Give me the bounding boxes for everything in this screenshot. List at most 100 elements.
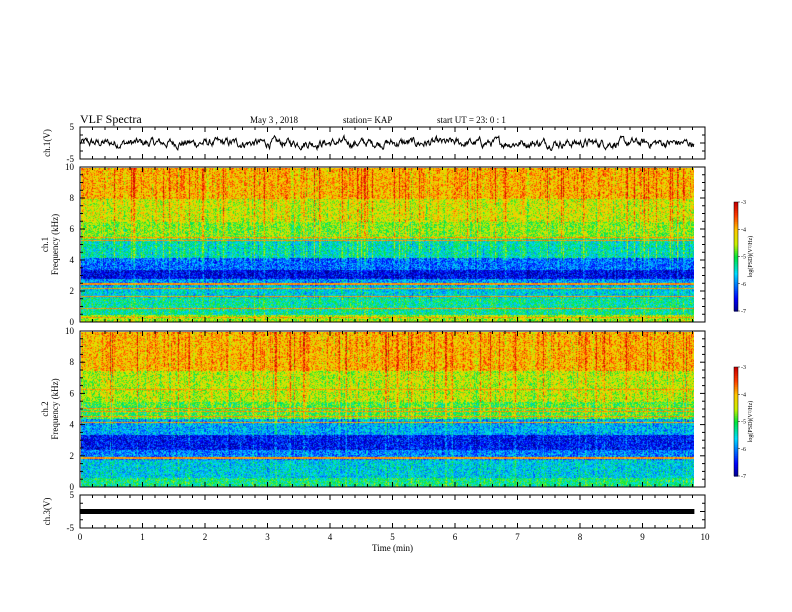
ch2-spectrogram-canvas [81,332,694,487]
ch1-ticks: 5 -5 [67,122,706,164]
ch1-colorbar-swatch [734,221,738,225]
ch1-colorbar-swatch [734,276,738,279]
ch1-colorbar-tick-label: -6 [741,282,746,288]
ch1-spec-ytick-label: 10 [65,162,75,172]
ch2-colorbar-swatch [734,368,738,372]
ch1-spectrogram-ticks: 0 2 4 6 8 10 [65,162,706,327]
ch2-colorbar-swatch [734,430,738,433]
ch2-colorbar-swatch [734,448,738,452]
time-tick-label: 2 [203,532,208,542]
ch1-colorbar-tick-label: -3 [741,200,746,206]
ch2-colorbar-swatch [734,414,738,417]
ch1-colorbar-swatch [734,252,738,256]
ch1-colorbar-swatch [734,274,738,278]
ch2-colorbar-swatch [734,463,738,466]
ch1-colorbar-swatch [734,289,738,292]
ch2-colorbar-swatch [734,394,738,397]
figure-title: VLF Spectra [80,112,142,126]
ch1-colorbar-tick-label: -5 [741,255,746,261]
ch2-colorbar-swatch [734,376,738,379]
ch2-spec-ytick-label: 4 [70,420,75,430]
ch1-colorbar-swatch [734,205,738,209]
ch2-colorbar-swatch [734,445,738,448]
ch1-spec-ytick-label: 0 [70,317,75,327]
ch1-colorbar-swatch [734,271,738,274]
ch2-colorbar-swatch [734,381,738,384]
ch1-waveform-ylabel: ch.1(V) [42,129,52,157]
ch1-colorbar-swatch [734,303,738,307]
ch1-colorbar-swatch [734,209,738,212]
ch2-colorbar-tick-label: -5 [741,420,746,426]
ch1-colorbar-swatch [734,216,738,219]
ch2-colorbar-swatch [734,421,738,424]
ch1-spectrogram-canvas [81,168,694,322]
ch2-colorbar-swatch [734,401,738,404]
ch1-colorbar-swatch [734,261,738,265]
ch2-colorbar: -3 -4 -5 -6 -7 [733,365,746,480]
ch2-colorbar-swatch [734,450,738,453]
time-tick-label: 0 [78,532,83,542]
ch2-colorbar-swatch [734,466,738,470]
ch2-colorbar-swatch [734,374,738,377]
ch2-colorbar-swatch [734,406,738,410]
ch2-colorbar-swatch [734,372,738,375]
ch1-colorbar-swatch [734,243,738,247]
ch1-colorbar-swatch [734,280,738,283]
ch1-waveform-trace [79,133,695,152]
time-tick-label: 9 [640,532,645,542]
ch1-colorbar-swatch [734,241,738,245]
ch1-spec-ytick-label: 6 [70,224,75,234]
ch2-colorbar-swatch [734,456,738,459]
ch3-waveform-panel: 5 -5 ch.3(V) [42,490,706,533]
time-tick-label: 1 [140,532,145,542]
ch1-spectrogram-ylabel-channel: ch.1 [40,237,50,252]
ch1-colorbar-swatch [734,269,738,272]
time-tick-label: 3 [265,532,270,542]
ch1-colorbar-swatch [734,294,738,298]
ch2-colorbar-swatch [734,396,738,399]
ch1-ytick-label: -5 [67,154,75,164]
ch2-colorbar-swatch [734,390,738,394]
time-axis-label: Time (min) [372,543,413,553]
ch2-colorbar-swatch [734,457,738,461]
ch1-colorbar-swatch [734,232,738,236]
ch2-colorbar-swatch [734,379,738,383]
ch1-colorbar-swatch [734,260,738,263]
ch1-colorbar-swatch [734,298,738,301]
ch2-colorbar-swatch [734,405,738,408]
ch2-colorbar-tick-label: -6 [741,447,746,453]
time-tick-label: 5 [390,532,395,542]
ch2-spectrogram-image [81,332,694,487]
ch1-spec-ytick-label: 8 [70,193,75,203]
ch1-colorbar-swatch [734,305,738,308]
ch1-colorbar-swatch [734,283,738,287]
ch1-ytick-label: 5 [70,122,75,132]
ch2-colorbar-swatch [734,443,738,446]
ch1-colorbar-swatch [734,238,738,241]
ch2-colorbar-swatch [734,416,738,419]
ch1-colorbar: -3 -4 -5 -6 -7 [733,200,746,315]
ch1-colorbar-swatch [734,292,738,296]
time-tick-label: 10 [701,532,711,542]
ch1-colorbar-swatch [734,258,738,261]
ch1-colorbar-swatch [734,263,738,267]
ch1-colorbar-swatch [734,285,738,288]
ch2-colorbar-swatch [734,419,738,423]
ch2-colorbar-swatch [734,399,738,403]
ch3-ytick-label: -5 [67,523,75,533]
ch1-colorbar-swatch [734,223,738,227]
date-label: May 3 , 2018 [250,115,298,125]
ch2-colorbar-swatch [734,423,738,426]
start-time-label: start UT = 23: 0 : 1 [437,115,506,125]
ch1-colorbar-swatch [734,281,738,285]
ch2-colorbar-swatch [734,432,738,435]
ch2-colorbar-swatch [734,434,738,437]
ch1-colorbar-swatch [734,225,738,229]
station-label: station= KAP [343,115,392,125]
ch1-colorbar-swatch [734,265,738,268]
ch1-colorbar-swatch [734,247,738,250]
ch1-colorbar-swatch [734,307,738,310]
ch1-spectrogram-image [81,168,694,322]
ch1-colorbar-swatch [734,254,738,258]
ch2-colorbar-swatch [734,459,738,463]
